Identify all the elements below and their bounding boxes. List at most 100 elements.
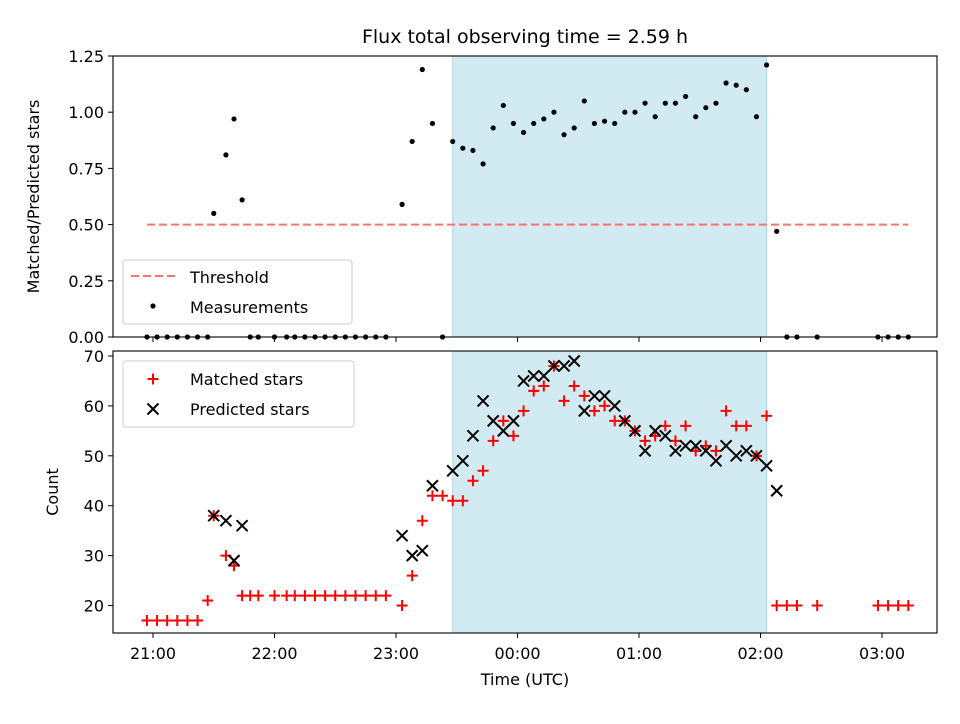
measurement-point — [774, 229, 779, 234]
x-tick-label: 00:00 — [494, 644, 540, 663]
y-tick-label: 30 — [84, 547, 104, 566]
measurement-point — [450, 139, 455, 144]
measurement-point — [154, 334, 159, 339]
matched-star-point — [893, 600, 904, 611]
matched-star-point — [253, 590, 264, 601]
matched-star-point — [299, 590, 310, 601]
measurement-point — [744, 87, 749, 92]
measurement-point — [815, 334, 820, 339]
measurement-point — [256, 334, 261, 339]
observing-span — [453, 351, 767, 633]
measurement-point — [165, 334, 170, 339]
measurement-point — [272, 334, 277, 339]
top-panel: 0.00 0.25 0.50 0.75 1.00 1.25 Matched/Predicte… — [24, 47, 937, 347]
matched-star-point — [152, 615, 163, 626]
measurement-point — [521, 130, 526, 135]
y-tick-label: 1.00 — [68, 103, 104, 122]
measurement-point — [723, 80, 728, 85]
matched-star-point — [330, 590, 341, 601]
predicted-star-point — [771, 485, 782, 496]
figure: Flux total observing time = 2.59 h 0.000… — [0, 0, 960, 720]
matched-star-point — [350, 590, 361, 601]
legend-measurement-label: Measurements — [190, 298, 308, 317]
measurement-point — [430, 121, 435, 126]
measurement-point — [175, 334, 180, 339]
measurement-point — [875, 334, 880, 339]
measurement-point — [399, 202, 404, 207]
matched-star-point — [289, 590, 300, 601]
matched-star-point — [397, 600, 408, 611]
measurement-point — [622, 110, 627, 115]
x-tick-label: 02:00 — [737, 644, 783, 663]
predicted-star-point — [407, 550, 418, 561]
measurement-point — [713, 101, 718, 106]
measurement-point — [531, 121, 536, 126]
measurement-point — [302, 334, 307, 339]
measurement-point — [470, 148, 475, 153]
measurement-point — [734, 83, 739, 88]
measurement-point — [663, 101, 668, 106]
measurement-point — [211, 211, 216, 216]
measurement-point — [223, 152, 228, 157]
matched-star-point — [380, 590, 391, 601]
matched-star-point — [202, 595, 213, 606]
measurement-point — [754, 114, 759, 119]
measurement-point — [612, 121, 617, 126]
measurement-point — [185, 334, 190, 339]
y-tick-label: 1.25 — [68, 47, 104, 66]
measurement-point — [885, 334, 890, 339]
matched-star-point — [162, 615, 173, 626]
legend-top: ThresholdMeasurements — [123, 260, 352, 324]
measurement-point — [693, 114, 698, 119]
x-axis-label: Time (UTC) — [480, 670, 569, 689]
measurement-point — [284, 334, 289, 339]
measurement-point — [144, 334, 149, 339]
bottom-panel: 20 30 40 50 60 70 21:00 22:00 23:00 00:00 01:00 02:… — [43, 347, 937, 689]
legend-predicted-label: Predicted stars — [190, 400, 310, 419]
measurement-point — [582, 98, 587, 103]
predicted-star-point — [417, 545, 428, 556]
measurement-point — [363, 334, 368, 339]
observing-span — [453, 56, 767, 337]
predicted-star-point — [427, 480, 438, 491]
measurement-point — [420, 67, 425, 72]
measurement-point — [592, 121, 597, 126]
y-tick-label: 0.00 — [68, 328, 104, 347]
measurement-point — [480, 161, 485, 166]
matched-star-point — [320, 590, 331, 601]
measurement-point — [205, 334, 210, 339]
measurement-point — [343, 334, 348, 339]
y-axis-label: Count — [43, 468, 62, 516]
x-tick-label: 03:00 — [859, 644, 905, 663]
measurement-point — [541, 116, 546, 121]
matched-star-point — [883, 600, 894, 611]
measurement-point — [896, 334, 901, 339]
predicted-star-point — [237, 520, 248, 531]
matched-star-point — [427, 490, 438, 501]
measurement-point — [491, 125, 496, 130]
matched-star-point — [781, 600, 792, 611]
matched-star-point — [269, 590, 280, 601]
matched-star-point — [340, 590, 351, 601]
matched-star-point — [141, 615, 152, 626]
y-tick-label: 60 — [84, 397, 104, 416]
measurement-point — [561, 132, 566, 137]
x-tick-label: 22:00 — [251, 644, 297, 663]
measurement-point — [240, 197, 245, 202]
matched-star-point — [417, 515, 428, 526]
y-tick-label: 0.50 — [68, 216, 104, 235]
measurement-point — [673, 101, 678, 106]
matched-star-point — [771, 600, 782, 611]
predicted-star-point — [220, 515, 231, 526]
measurement-point — [794, 334, 799, 339]
y-axis-label: Matched/Predicted stars — [24, 100, 43, 294]
measurement-point — [410, 139, 415, 144]
measurement-point — [231, 116, 236, 121]
y-tick-label: 0.25 — [68, 272, 104, 291]
y-tick-label: 20 — [84, 597, 104, 616]
measurement-point — [602, 119, 607, 124]
measurement-point — [764, 62, 769, 67]
measurement-point — [383, 334, 388, 339]
measurement-point — [642, 101, 647, 106]
x-tick-label: 23:00 — [373, 644, 419, 663]
